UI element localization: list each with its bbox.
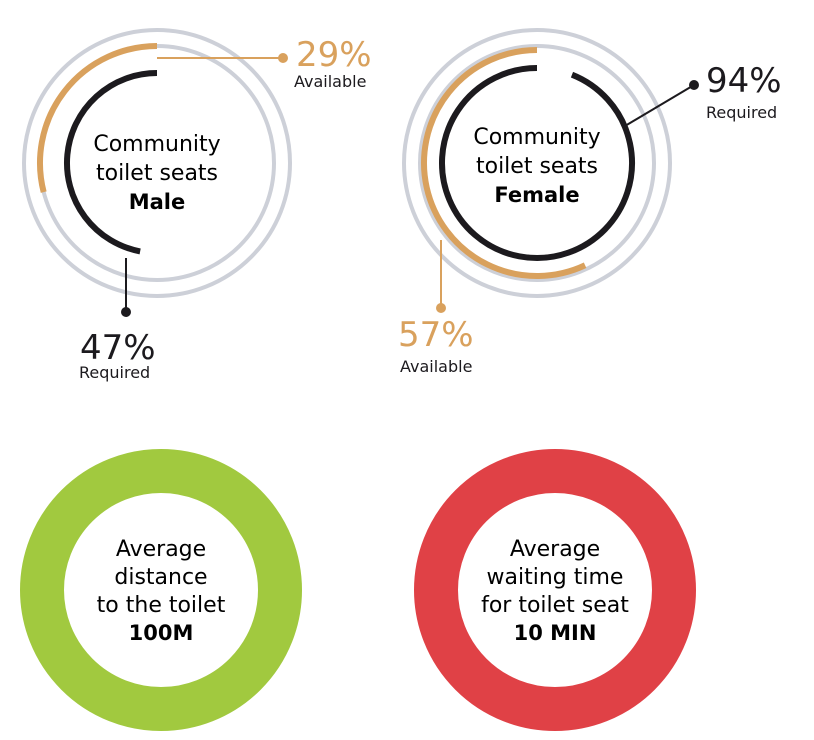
distance-value: 100M [129, 621, 194, 645]
male-title-line2: toilet seats [96, 161, 218, 186]
waiting-line1: Average [510, 537, 600, 562]
female-gender-label: Female [494, 183, 579, 207]
distance-line3: to the toilet [97, 593, 226, 618]
male-required-arc [63, 70, 158, 255]
distance-line2: distance [114, 565, 207, 590]
male-available-pct: 29% [296, 35, 372, 75]
distance-green-ring [20, 449, 302, 731]
female-available-dot [436, 303, 446, 313]
female-available-arc [421, 47, 587, 279]
distance-line1: Average [116, 537, 206, 562]
male-required-dot [121, 307, 131, 317]
waiting-line3: for toilet seat [481, 593, 629, 618]
waiting-value: 10 MIN [514, 621, 597, 645]
female-title-line2: toilet seats [476, 154, 598, 179]
male-outer-track [22, 28, 292, 298]
male-title-line1: Community [93, 132, 220, 157]
male-available-label: Available [294, 72, 366, 91]
female-outer-track [402, 28, 672, 298]
average-waiting-card: Average waiting time for toilet seat 10 … [414, 449, 696, 731]
female-required-label: Required [706, 103, 777, 122]
female-available-label: Available [400, 357, 472, 376]
female-required-leader-line [624, 84, 695, 127]
male-available-dot [278, 53, 288, 63]
female-middle-track [418, 44, 656, 282]
female-required-dot [689, 80, 699, 90]
waiting-red-ring [414, 449, 696, 731]
female-title-line1: Community [473, 125, 600, 150]
female-radial-chart: 94% Required 57% Available Community toi… [398, 28, 782, 376]
male-radial-chart: 29% Available 47% Required Community toi… [22, 28, 372, 382]
male-available-arc [37, 43, 158, 193]
male-gender-label: Male [129, 190, 186, 214]
average-distance-card: Average distance to the toilet 100M [20, 449, 302, 731]
female-available-pct: 57% [398, 315, 474, 355]
male-required-label: Required [79, 363, 150, 382]
female-required-arc [439, 65, 635, 261]
male-required-pct: 47% [80, 328, 156, 368]
waiting-line2: waiting time [487, 565, 624, 590]
female-required-pct: 94% [706, 61, 782, 101]
